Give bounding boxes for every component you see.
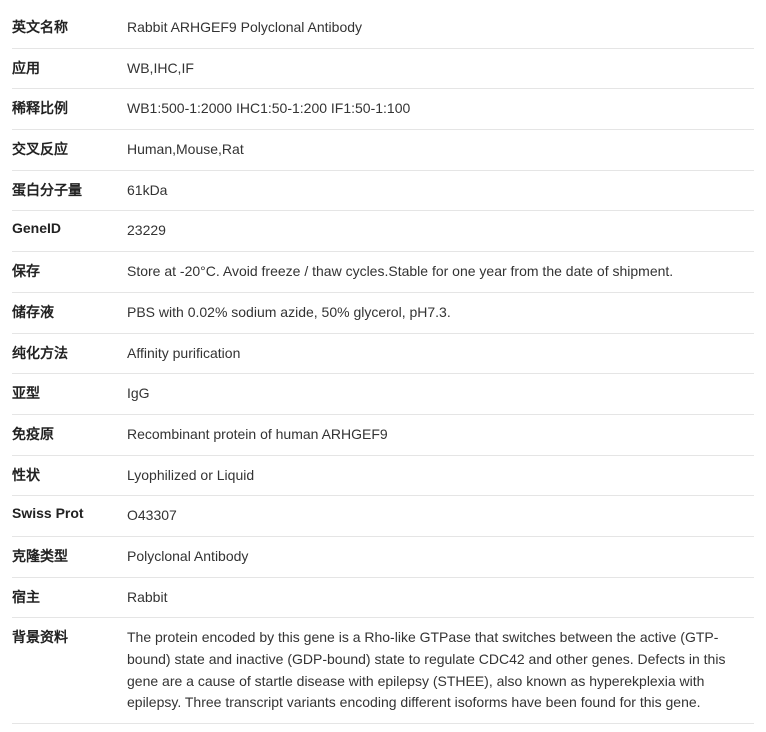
table-row: 稀释比例 WB1:500-1:2000 IHC1:50-1:200 IF1:50…	[12, 89, 754, 130]
row-value: Polyclonal Antibody	[127, 536, 754, 577]
spec-table: 英文名称 Rabbit ARHGEF9 Polyclonal Antibody …	[12, 8, 754, 724]
table-row: 亚型 IgG	[12, 374, 754, 415]
table-row: GeneID 23229	[12, 211, 754, 252]
row-value: O43307	[127, 496, 754, 537]
row-label: 背景资料	[12, 618, 127, 724]
row-value: 23229	[127, 211, 754, 252]
row-label: Swiss Prot	[12, 496, 127, 537]
table-row: 应用 WB,IHC,IF	[12, 48, 754, 89]
table-row: 蛋白分子量 61kDa	[12, 170, 754, 211]
row-value: 61kDa	[127, 170, 754, 211]
table-row: 英文名称 Rabbit ARHGEF9 Polyclonal Antibody	[12, 8, 754, 48]
row-value: Rabbit ARHGEF9 Polyclonal Antibody	[127, 8, 754, 48]
row-value: Recombinant protein of human ARHGEF9	[127, 414, 754, 455]
row-value: The protein encoded by this gene is a Rh…	[127, 618, 754, 724]
table-row: 免疫原 Recombinant protein of human ARHGEF9	[12, 414, 754, 455]
row-value: Rabbit	[127, 577, 754, 618]
row-label: 交叉反应	[12, 130, 127, 171]
row-label: 免疫原	[12, 414, 127, 455]
table-row: 背景资料 The protein encoded by this gene is…	[12, 618, 754, 724]
table-row: 纯化方法 Affinity purification	[12, 333, 754, 374]
row-label: 性状	[12, 455, 127, 496]
table-row: 储存液 PBS with 0.02% sodium azide, 50% gly…	[12, 292, 754, 333]
row-label: GeneID	[12, 211, 127, 252]
spec-table-body: 英文名称 Rabbit ARHGEF9 Polyclonal Antibody …	[12, 8, 754, 724]
row-value: WB,IHC,IF	[127, 48, 754, 89]
row-label: 宿主	[12, 577, 127, 618]
table-row: Swiss Prot O43307	[12, 496, 754, 537]
table-row: 保存 Store at -20°C. Avoid freeze / thaw c…	[12, 252, 754, 293]
row-label: 储存液	[12, 292, 127, 333]
row-value: PBS with 0.02% sodium azide, 50% glycero…	[127, 292, 754, 333]
row-label: 英文名称	[12, 8, 127, 48]
row-label: 蛋白分子量	[12, 170, 127, 211]
table-row: 克隆类型 Polyclonal Antibody	[12, 536, 754, 577]
row-value: WB1:500-1:2000 IHC1:50-1:200 IF1:50-1:10…	[127, 89, 754, 130]
table-row: 宿主 Rabbit	[12, 577, 754, 618]
row-label: 纯化方法	[12, 333, 127, 374]
row-label: 亚型	[12, 374, 127, 415]
row-value: Store at -20°C. Avoid freeze / thaw cycl…	[127, 252, 754, 293]
row-value: IgG	[127, 374, 754, 415]
row-value: Affinity purification	[127, 333, 754, 374]
row-label: 稀释比例	[12, 89, 127, 130]
row-label: 保存	[12, 252, 127, 293]
row-label: 应用	[12, 48, 127, 89]
table-row: 交叉反应 Human,Mouse,Rat	[12, 130, 754, 171]
row-value: Lyophilized or Liquid	[127, 455, 754, 496]
row-value: Human,Mouse,Rat	[127, 130, 754, 171]
table-row: 性状 Lyophilized or Liquid	[12, 455, 754, 496]
row-label: 克隆类型	[12, 536, 127, 577]
